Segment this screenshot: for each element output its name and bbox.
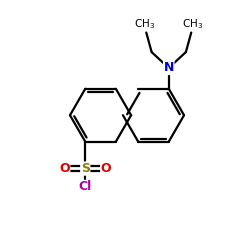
Text: S: S <box>81 162 90 175</box>
Text: CH$_3$: CH$_3$ <box>134 18 156 31</box>
Text: N: N <box>164 62 174 74</box>
Text: Cl: Cl <box>79 180 92 194</box>
Text: CH$_3$: CH$_3$ <box>182 18 203 31</box>
Text: O: O <box>101 162 111 175</box>
Text: O: O <box>59 162 70 175</box>
